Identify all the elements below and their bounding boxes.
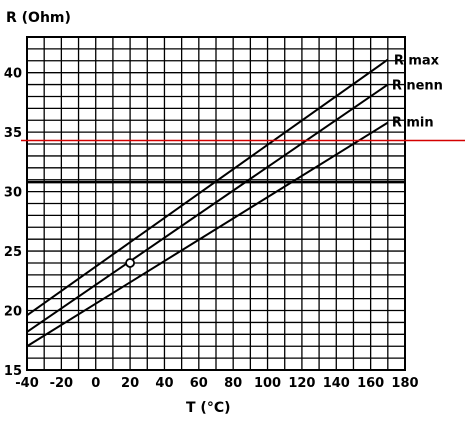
series-label: R max — [394, 54, 440, 69]
chart-grid — [26, 36, 406, 371]
y-tick-label: 15 — [4, 364, 22, 379]
x-tick-label: -20 — [50, 376, 74, 391]
y-tick-label: 30 — [4, 186, 22, 201]
x-tick-label: 20 — [121, 376, 139, 391]
x-tick-label: 100 — [254, 376, 281, 391]
x-tick-label: 180 — [391, 376, 418, 391]
y-tick-label: 35 — [4, 126, 22, 141]
x-tick-label: 60 — [190, 376, 208, 391]
x-tick-label: 80 — [224, 376, 242, 391]
series-label: R min — [392, 116, 434, 131]
series-line — [26, 121, 389, 348]
y-axis-title: R (Ohm) — [6, 10, 71, 26]
x-tick-label: 40 — [155, 376, 173, 391]
plot-border — [26, 36, 406, 371]
x-tick-label: 160 — [357, 376, 384, 391]
series-line — [26, 58, 389, 317]
data-marker — [125, 258, 135, 268]
series-label: R nenn — [392, 79, 443, 94]
x-tick-label: -40 — [15, 376, 39, 391]
chart-tick-labels: -40 -20 0 20 40 60 80 100 120 140 160 180 15 20 25 30 35… — [4, 67, 419, 391]
y-tick-label: 25 — [4, 245, 22, 260]
chart-series: R max R nenn R min — [26, 54, 443, 348]
x-axis-title: T (°C) — [186, 400, 231, 416]
y-tick-label: 20 — [4, 305, 22, 320]
x-tick-label: 140 — [323, 376, 350, 391]
series-line — [26, 83, 389, 333]
x-tick-label: 0 — [91, 376, 100, 391]
x-tick-label: 120 — [288, 376, 315, 391]
y-tick-label: 40 — [4, 67, 22, 82]
